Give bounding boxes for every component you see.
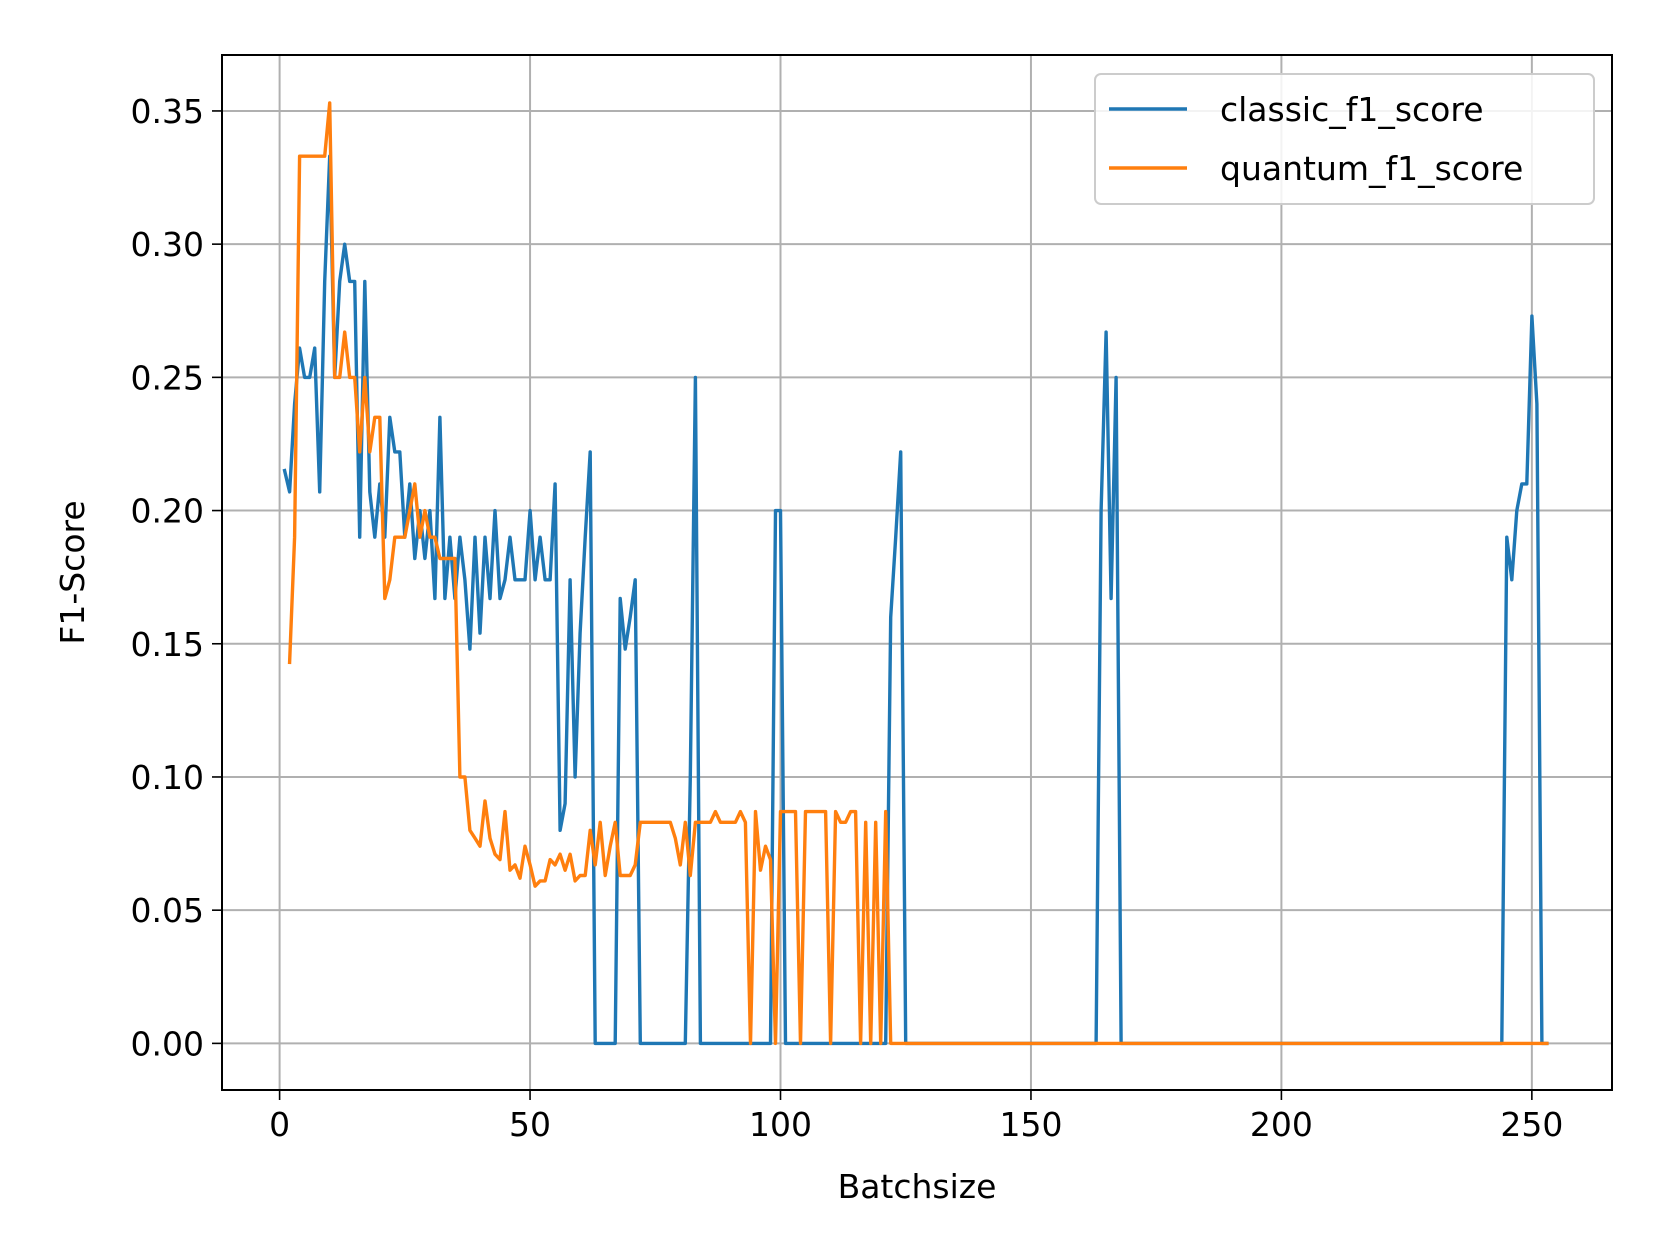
y-axis-label: F1-Score [53,500,92,644]
plot-series [282,101,1549,1046]
x-axis-label: Batchsize [838,1167,997,1206]
y-tick-label: 0.00 [131,1024,204,1063]
y-tick-label: 0.05 [131,891,204,930]
y-tick-label: 0.15 [131,625,204,664]
y-tick-label: 0.30 [131,225,204,264]
x-tick-label: 100 [749,1105,812,1144]
y-axis-ticks: 0.00 0.05 0.10 0.15 0.20 0.25 0.30 0.35 [131,92,222,1063]
axes-frame [221,54,1613,1091]
series-line-quantum [287,101,1549,1046]
x-axis-ticks: 0 50 100 150 200 250 [269,1090,1563,1144]
legend-box [1094,73,1595,205]
y-tick-label: 0.20 [131,492,204,531]
legend-label-classic: classic_f1_score [1220,90,1484,129]
x-tick-label: 0 [269,1105,290,1144]
y-tick-label: 0.25 [131,358,204,397]
y-tick-label: 0.35 [131,92,204,131]
y-tick-label: 0.10 [131,758,204,797]
legend: classic_f1_score quantum_f1_score [1094,73,1595,205]
x-tick-label: 200 [1250,1105,1313,1144]
x-tick-label: 250 [1500,1105,1563,1144]
x-tick-label: 150 [999,1105,1062,1144]
legend-label-quantum: quantum_f1_score [1220,149,1523,188]
series-line-classic [282,154,1549,1046]
x-tick-label: 50 [509,1105,551,1144]
